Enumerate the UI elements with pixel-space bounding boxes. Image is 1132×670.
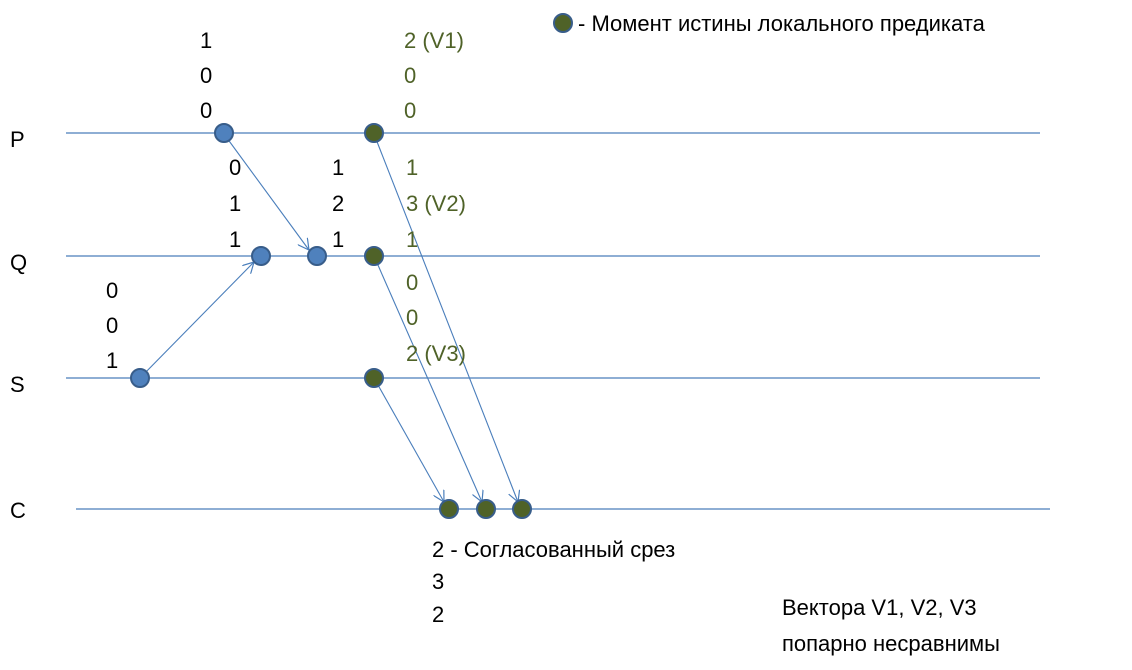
process-label-c: C — [10, 498, 26, 523]
vector-cell: 0 — [229, 155, 241, 180]
vector-cell: 1 — [332, 227, 344, 252]
vector-cell: 0 — [404, 63, 416, 88]
vector-cell: 2 - Согласованный срез — [432, 537, 675, 562]
messages — [139, 133, 518, 502]
vector-cell: 1 — [229, 227, 241, 252]
vector-q-first: 0 1 1 — [229, 155, 241, 252]
vector-s-truth: 0 0 2 (V3) — [406, 270, 466, 366]
vector-cell: 0 — [106, 313, 118, 338]
consistent-cut-vector: 2 - Согласованный срез 3 2 — [432, 537, 675, 627]
message-s-to-c — [373, 377, 444, 502]
message-s-to-q — [139, 262, 254, 379]
vector-q-truth: 1 3 (V2) 1 — [406, 155, 466, 252]
truth-point-p — [364, 123, 384, 143]
message-p-to-q — [223, 133, 309, 250]
truth-point-q — [364, 246, 384, 266]
message-q-to-c — [373, 255, 482, 502]
legend-text: - Момент истины локального предиката — [578, 11, 986, 36]
vector-cell: 1 — [106, 348, 118, 373]
vector-p-truth: 2 (V1) 0 0 — [404, 28, 464, 123]
event-q-receive-p — [307, 246, 327, 266]
message-p-to-c — [373, 133, 518, 502]
note-line-2: попарно несравнимы — [782, 631, 1000, 656]
vector-cell: 1 — [332, 155, 344, 180]
vector-cell: 0 — [406, 270, 418, 295]
receive-c-2 — [476, 499, 496, 519]
event-s-send — [130, 368, 150, 388]
vector-q-second: 1 2 1 — [332, 155, 344, 252]
vector-cell: 0 — [200, 98, 212, 123]
timelines — [66, 132, 1050, 510]
vector-cell: 2 (V3) — [406, 341, 466, 366]
vector-cell: 1 — [406, 155, 418, 180]
vector-cell: 1 — [229, 191, 241, 216]
receive-c-1 — [439, 499, 459, 519]
event-p-send — [214, 123, 234, 143]
note: Вектора V1, V2, V3 попарно несравнимы — [782, 595, 1000, 656]
vector-cell: 2 (V1) — [404, 28, 464, 53]
vector-cell: 2 — [332, 191, 344, 216]
vector-cell: 0 — [404, 98, 416, 123]
vector-cell: 3 (V2) — [406, 191, 466, 216]
vector-p-first: 1 0 0 — [200, 28, 212, 123]
receive-c-3 — [512, 499, 532, 519]
vector-cell: 3 — [432, 569, 444, 594]
process-labels: P Q S C — [10, 127, 27, 523]
vector-cell: 2 — [432, 602, 444, 627]
legend-truth-icon — [553, 13, 573, 33]
vector-cell: 0 — [406, 305, 418, 330]
vector-cell: 1 — [406, 227, 418, 252]
event-q-receive-s — [251, 246, 271, 266]
vector-cell: 0 — [200, 63, 212, 88]
process-label-s: S — [10, 372, 25, 397]
vector-s-first: 0 0 1 — [106, 278, 118, 373]
process-label-q: Q — [10, 250, 27, 275]
note-line-1: Вектора V1, V2, V3 — [782, 595, 977, 620]
truth-point-s — [364, 368, 384, 388]
process-label-p: P — [10, 127, 25, 152]
vector-cell: 1 — [200, 28, 212, 53]
legend: - Момент истины локального предиката — [553, 11, 986, 36]
vector-cell: 0 — [106, 278, 118, 303]
events — [130, 123, 532, 519]
